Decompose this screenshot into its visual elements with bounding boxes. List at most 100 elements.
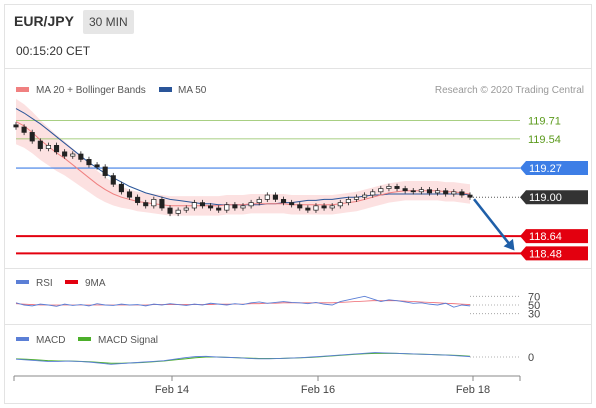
candle-body bbox=[459, 191, 465, 196]
rsi-tick-label-50: 50 bbox=[528, 300, 540, 312]
symbol-title: EUR/JPY bbox=[14, 13, 74, 29]
candle-body bbox=[135, 196, 141, 203]
macd-line bbox=[15, 352, 471, 365]
level-label-support-1: 118.64 bbox=[529, 231, 562, 243]
candle-body bbox=[386, 186, 392, 189]
candle-body bbox=[183, 207, 189, 211]
candle-body bbox=[102, 166, 108, 176]
rsi-ma-legend-swatch bbox=[65, 280, 78, 284]
candle-body bbox=[208, 205, 214, 209]
macd-divider bbox=[4, 324, 592, 325]
candle-body bbox=[126, 191, 133, 198]
rsi-tick-label-70: 70 bbox=[528, 291, 540, 303]
candle-body bbox=[167, 207, 173, 214]
candle-body bbox=[21, 126, 27, 133]
candle-body bbox=[13, 124, 19, 128]
macd-legend-label: MACD bbox=[36, 335, 65, 346]
candle-body bbox=[118, 183, 124, 193]
candle-body bbox=[224, 204, 230, 211]
candle-body bbox=[159, 199, 165, 209]
candle-body bbox=[362, 194, 368, 198]
ma50-legend-swatch bbox=[159, 87, 172, 92]
bollinger-band bbox=[16, 98, 470, 216]
candle-body bbox=[426, 189, 433, 194]
projection-arrow-shaft bbox=[473, 198, 513, 249]
time-axis-label: Feb 14 bbox=[155, 384, 189, 396]
ma20-legend-label: MA 20 + Bollinger Bands bbox=[36, 85, 146, 96]
rsi-ma-legend-label: 9MA bbox=[85, 278, 106, 289]
level-label-resistance-1: 119.54 bbox=[528, 134, 561, 146]
level-tag-pivot bbox=[520, 161, 588, 176]
copyright-text: Research © 2020 Trading Central bbox=[435, 85, 584, 96]
candle-body bbox=[305, 207, 311, 211]
candle-body bbox=[240, 205, 246, 209]
candle-body bbox=[402, 188, 408, 192]
candle-body bbox=[256, 199, 262, 203]
macd-signal-legend-swatch bbox=[78, 337, 91, 341]
projection-arrow-head bbox=[503, 238, 515, 251]
candle-body bbox=[345, 199, 351, 203]
candle-body bbox=[329, 205, 335, 209]
timeframe-badge[interactable]: 30 MIN bbox=[83, 10, 134, 34]
rsi-legend-label: RSI bbox=[36, 278, 53, 289]
candle-body bbox=[45, 145, 51, 149]
candle-body bbox=[264, 194, 270, 200]
candle-body bbox=[337, 202, 343, 207]
candle-body bbox=[353, 196, 360, 200]
candle-body bbox=[280, 199, 287, 203]
candle-body bbox=[248, 202, 254, 207]
candle-body bbox=[467, 194, 473, 198]
macd-signal-legend-label: MACD Signal bbox=[98, 335, 158, 346]
candle-body bbox=[321, 205, 327, 209]
level-label-resistance-2: 119.71 bbox=[528, 116, 561, 128]
candle-body bbox=[370, 191, 376, 196]
candle-body bbox=[297, 204, 303, 209]
level-label-support-2: 118.48 bbox=[529, 248, 562, 260]
candle-body bbox=[29, 132, 35, 142]
chart-frame bbox=[4, 4, 592, 404]
candle-body bbox=[191, 202, 197, 209]
header-divider bbox=[4, 68, 592, 69]
candle-body bbox=[394, 186, 400, 189]
candle-body bbox=[272, 194, 278, 200]
level-tag-support-1 bbox=[520, 229, 588, 244]
candle-body bbox=[70, 153, 76, 157]
candle-body bbox=[53, 145, 60, 153]
candle-body bbox=[232, 204, 238, 209]
candle-body bbox=[410, 190, 416, 193]
candle-body bbox=[216, 207, 222, 211]
candle-body bbox=[143, 202, 149, 207]
macd-tick-label-0: 0 bbox=[528, 352, 534, 364]
rsi-legend-swatch bbox=[16, 280, 29, 284]
rsi-line bbox=[15, 295, 471, 308]
macd-legend-swatch bbox=[16, 337, 29, 341]
candle-body bbox=[86, 159, 92, 166]
candle-body bbox=[151, 199, 157, 207]
candle-body bbox=[418, 189, 424, 193]
candle-body bbox=[37, 140, 43, 149]
level-label-pivot: 119.27 bbox=[529, 163, 562, 175]
ma50-legend-label: MA 50 bbox=[178, 85, 207, 96]
time-axis-label: Feb 16 bbox=[301, 384, 335, 396]
candle-body bbox=[175, 209, 181, 214]
rsi-tick-label-30: 30 bbox=[528, 309, 540, 321]
timestamp: 00:15:20 CET bbox=[16, 44, 91, 58]
ma20-legend-swatch bbox=[16, 87, 29, 92]
candle-body bbox=[94, 164, 100, 168]
level-tag-support-2 bbox=[520, 246, 588, 261]
candle-body bbox=[289, 202, 295, 206]
candle-body bbox=[443, 190, 449, 195]
time-axis-label: Feb 18 bbox=[456, 384, 490, 396]
level-label-last: 119.00 bbox=[529, 192, 562, 204]
price-panel: 119.71 119.54 119.27 119.00 118.64 118.48 bbox=[13, 98, 588, 261]
time-axis: Feb 14 Feb 16 Feb 18 bbox=[13, 375, 521, 396]
candle-body bbox=[378, 188, 384, 193]
rsi-divider bbox=[4, 268, 592, 269]
macd-panel: 0 bbox=[15, 352, 534, 365]
candle-body bbox=[451, 191, 457, 195]
candle-body bbox=[313, 205, 319, 211]
candle-body bbox=[110, 175, 116, 185]
candle-body bbox=[78, 153, 84, 160]
